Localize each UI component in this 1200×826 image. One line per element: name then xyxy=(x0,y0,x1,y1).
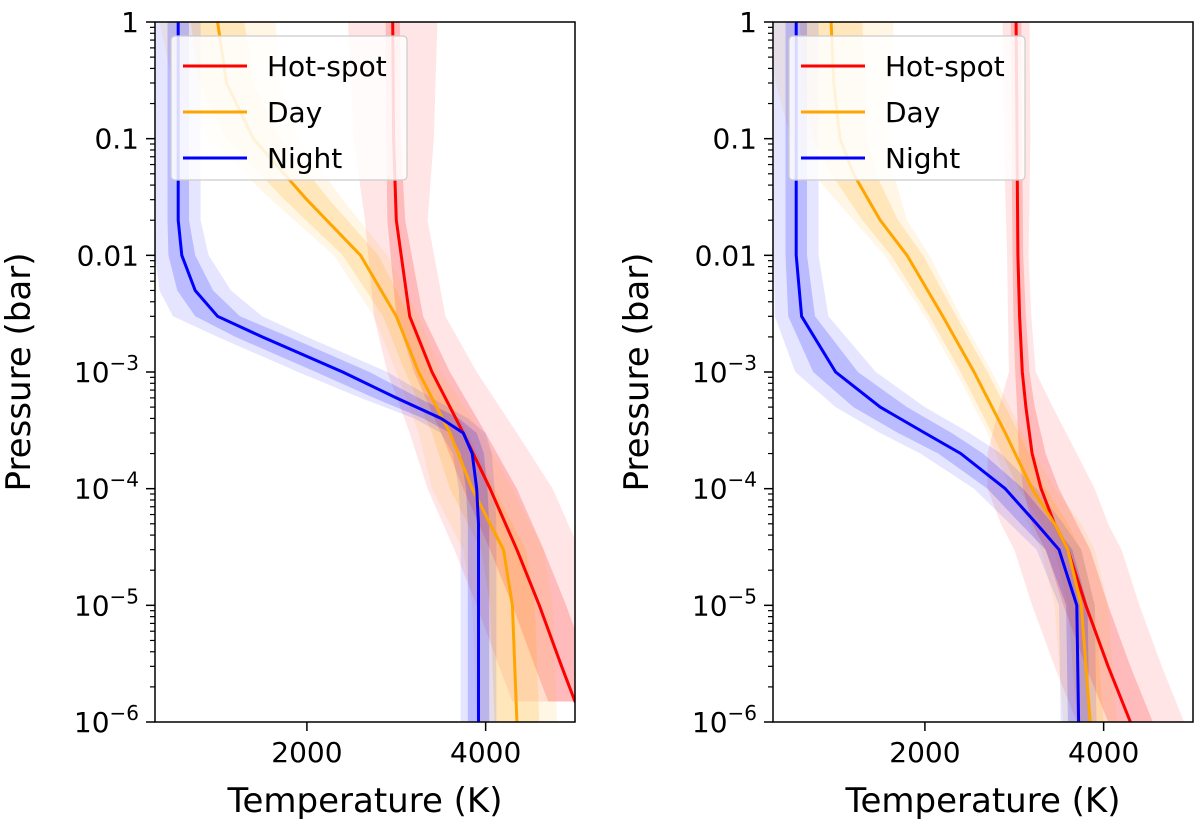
y-tick-label: 10−5 xyxy=(692,584,757,622)
hot-spot-outer-band xyxy=(348,22,575,702)
chart-panel-2: 10−6 10−5 10−4 10−3 0.01 0.1 1 2000 4000 Temperat… xyxy=(617,6,1194,821)
legend-box xyxy=(170,35,408,181)
y-tick-label: 10−6 xyxy=(74,701,139,739)
y-tick-label: 10−4 xyxy=(74,468,139,506)
x-axis-label: Temperature (K) xyxy=(844,781,1120,821)
legend-label: Hot-spot xyxy=(885,50,1005,83)
chart-panel-1: 10−6 10−5 10−4 10−3 0.01 0.1 1 2000 4000 Temperat… xyxy=(0,6,576,821)
y-tick-label: 10−4 xyxy=(692,468,757,506)
legend-label: Night xyxy=(267,142,342,175)
day-outer-band xyxy=(773,22,1117,722)
y-tick-label: 0.1 xyxy=(94,123,139,156)
y-tick-label: 10−3 xyxy=(74,351,139,389)
legend-label: Day xyxy=(267,96,322,129)
y-tick-label: 1 xyxy=(121,6,139,39)
night-line xyxy=(794,22,1081,722)
y-tick-label: 0.1 xyxy=(712,123,757,156)
day-inner-band xyxy=(799,22,1104,722)
hot-spot-inner-band xyxy=(385,22,575,702)
night-outer-band xyxy=(155,22,497,722)
legend-box xyxy=(788,35,1026,181)
x-axis-label: Temperature (K) xyxy=(226,781,502,821)
y-tick-label: 1 xyxy=(739,6,757,39)
night-inner-band xyxy=(785,22,1090,722)
y-tick-label: 0.01 xyxy=(77,239,139,272)
night-line xyxy=(176,22,480,722)
x-tick-label: 4000 xyxy=(450,736,521,769)
plot-frame xyxy=(154,21,576,723)
x-tick-label: 2000 xyxy=(271,736,342,769)
x-tick-label: 4000 xyxy=(1068,736,1139,769)
y-tick-label: 10−3 xyxy=(692,351,757,389)
hot-spot-outer-band xyxy=(987,22,1185,722)
y-axis-label: Pressure (bar) xyxy=(0,253,39,492)
hot-spot-line xyxy=(1014,22,1132,722)
legend-label: Day xyxy=(885,96,940,129)
legend-label: Night xyxy=(885,142,960,175)
y-axis-label: Pressure (bar) xyxy=(617,253,657,492)
x-tick-label: 2000 xyxy=(889,736,960,769)
hot-spot-inner-band xyxy=(1010,22,1153,722)
y-tick-label: 10−5 xyxy=(74,584,139,622)
y-tick-label: 10−6 xyxy=(692,701,757,739)
legend-label: Hot-spot xyxy=(267,50,387,83)
y-tick-label: 0.01 xyxy=(695,239,757,272)
plot-frame xyxy=(772,21,1194,723)
night-inner-band xyxy=(167,22,490,722)
